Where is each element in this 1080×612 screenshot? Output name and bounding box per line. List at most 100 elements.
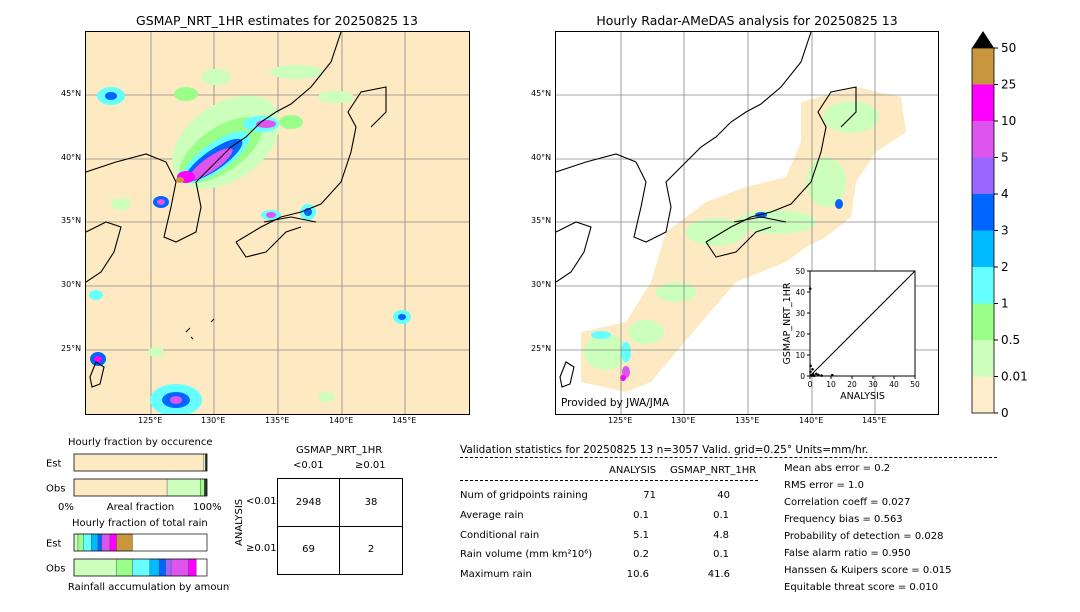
right-map bbox=[555, 31, 939, 415]
contingency-row-label: ≥0.01 bbox=[246, 543, 277, 554]
fraction-segment bbox=[116, 558, 133, 577]
scatter-point bbox=[820, 374, 823, 377]
contingency-grid: 2948 38 69 2 bbox=[277, 478, 403, 575]
score-line: Probability of detection = 0.028 bbox=[784, 531, 944, 542]
score-line: Correlation coeff = 0.027 bbox=[784, 497, 911, 508]
colorbar-segment bbox=[972, 376, 994, 413]
contingency-row-label: <0.01 bbox=[246, 496, 277, 507]
contingency-col-label: ≥0.01 bbox=[355, 460, 386, 471]
total-rain-chart-title: Hourly fraction of total rain bbox=[72, 518, 208, 529]
fraction-segment bbox=[188, 558, 197, 577]
scatter-point bbox=[811, 367, 814, 371]
occurrence-chart: Est Obs 0% 100% Areal fraction bbox=[46, 453, 222, 513]
scatter-x-tick-label: 30 bbox=[868, 380, 878, 389]
scatter-diagonal bbox=[809, 270, 916, 377]
colorbar-segment bbox=[972, 303, 994, 340]
left-lat-label: 45°N bbox=[61, 89, 82, 98]
contingency-cell: 69 bbox=[302, 544, 315, 555]
colorbar-label: 10 bbox=[1001, 114, 1016, 128]
fraction-frame bbox=[73, 558, 208, 577]
fraction-frame bbox=[73, 453, 208, 472]
fraction-segment bbox=[132, 558, 151, 577]
scatter-point bbox=[808, 287, 812, 290]
fraction-segment bbox=[166, 478, 201, 497]
score-line: Hanssen & Kuipers score = 0.015 bbox=[784, 565, 952, 576]
fraction-segment bbox=[165, 558, 172, 577]
right-lat-label: 40°N bbox=[531, 153, 552, 162]
scatter-y-tick-label: 40 bbox=[795, 288, 805, 297]
colorbar-label: 2 bbox=[1001, 260, 1009, 274]
left-lon-label: 135°E bbox=[265, 416, 290, 425]
validation-row-gsmap: 41.6 bbox=[707, 569, 730, 580]
validation-row-label: Conditional rain bbox=[460, 530, 540, 541]
validation-row-analysis: 10.6 bbox=[626, 569, 649, 580]
validation-row-analysis: 0.1 bbox=[633, 510, 649, 521]
score-line: Mean abs error = 0.2 bbox=[784, 463, 891, 474]
fraction-segment bbox=[204, 478, 208, 497]
colorbar-label: 0.01 bbox=[1001, 370, 1028, 384]
left-lon-label: 140°E bbox=[329, 416, 354, 425]
scatter-point bbox=[815, 372, 818, 376]
validation-row-analysis: 71 bbox=[643, 490, 656, 501]
fraction-row-label: Est bbox=[46, 539, 62, 550]
left-lon-label: 130°E bbox=[201, 416, 226, 425]
validation-col-analysis: ANALYSIS bbox=[609, 465, 657, 476]
right-coastlines bbox=[556, 32, 857, 388]
colorbar-label: 25 bbox=[1001, 78, 1016, 92]
score-line: False alarm ratio = 0.950 bbox=[784, 548, 911, 559]
right-lon-label: 145°E bbox=[862, 416, 887, 425]
right-lat-label: 35°N bbox=[531, 216, 552, 225]
scatter-y-tick-label: 30 bbox=[795, 309, 805, 318]
validation-header: Validation statistics for 20250825 13 n=… bbox=[460, 444, 869, 456]
fraction-x-tick: 100% bbox=[193, 502, 222, 513]
right-lat-label: 25°N bbox=[531, 344, 552, 353]
right-lat-label: 45°N bbox=[531, 89, 552, 98]
scatter-x-axis-label: ANALYSIS bbox=[840, 391, 885, 402]
colorbar-extend-arrow bbox=[972, 31, 994, 48]
scatter-point bbox=[812, 374, 816, 378]
scatter-y-tick-label: 0 bbox=[800, 372, 805, 381]
colorbar-segment bbox=[972, 340, 994, 377]
fraction-segment bbox=[77, 533, 84, 552]
fraction-x-label: Areal fraction bbox=[107, 502, 174, 513]
scatter-point bbox=[830, 373, 834, 377]
validation-col-gsmap: GSMAP_NRT_1HR bbox=[670, 465, 757, 476]
validation-row-label: Maximum rain bbox=[460, 569, 532, 580]
fraction-segment bbox=[170, 558, 189, 577]
right-lat-label: 30°N bbox=[531, 280, 552, 289]
fraction-row-label: Obs bbox=[46, 564, 65, 575]
scatter-y-tick-label: 50 bbox=[795, 267, 805, 276]
score-line: RMS error = 1.0 bbox=[784, 480, 864, 491]
contingency-cell: 2 bbox=[367, 544, 375, 555]
scatter-point bbox=[809, 364, 812, 368]
fraction-segment bbox=[116, 533, 133, 552]
fraction-segment bbox=[73, 558, 117, 577]
left-lat-label: 25°N bbox=[61, 344, 82, 353]
scatter-x-tick-label: 10 bbox=[826, 380, 836, 389]
colorbar-label: 1 bbox=[1001, 297, 1009, 311]
fraction-row-label: Est bbox=[46, 459, 62, 470]
validation-row-gsmap: 0.1 bbox=[713, 510, 729, 521]
fraction-segment bbox=[91, 533, 99, 552]
fraction-segment bbox=[101, 533, 111, 552]
right-map-drawing bbox=[556, 32, 938, 414]
validation-row-gsmap: 4.8 bbox=[713, 530, 729, 541]
scatter-y-tick-label: 20 bbox=[795, 330, 805, 339]
fraction-frame bbox=[73, 478, 208, 497]
data-credit: Provided by JWA/JMA bbox=[561, 397, 670, 409]
validation-row-label: Rain volume (mm km²10⁶) bbox=[460, 549, 593, 560]
colorbar-label: 50 bbox=[1001, 41, 1016, 55]
colorbar-label: 0.5 bbox=[1001, 333, 1020, 347]
score-line: Equitable threat score = 0.010 bbox=[784, 582, 939, 593]
colorbar-segment bbox=[972, 194, 994, 231]
right-lon-label: 135°E bbox=[735, 416, 760, 425]
left-rain-field bbox=[89, 65, 411, 414]
fraction-segment bbox=[200, 478, 205, 497]
colorbar-label: 0 bbox=[1001, 406, 1009, 420]
validation-row-analysis: 0.2 bbox=[633, 549, 649, 560]
scatter-plot: 0 10 20 30 40 50 0 10 20 30 40 50 ANALYSIS GSMAP_NRT_… bbox=[782, 267, 920, 402]
scatter-x-tick-label: 40 bbox=[889, 380, 899, 389]
fraction-row-label: Obs bbox=[46, 484, 65, 495]
fraction-segment bbox=[83, 533, 92, 552]
